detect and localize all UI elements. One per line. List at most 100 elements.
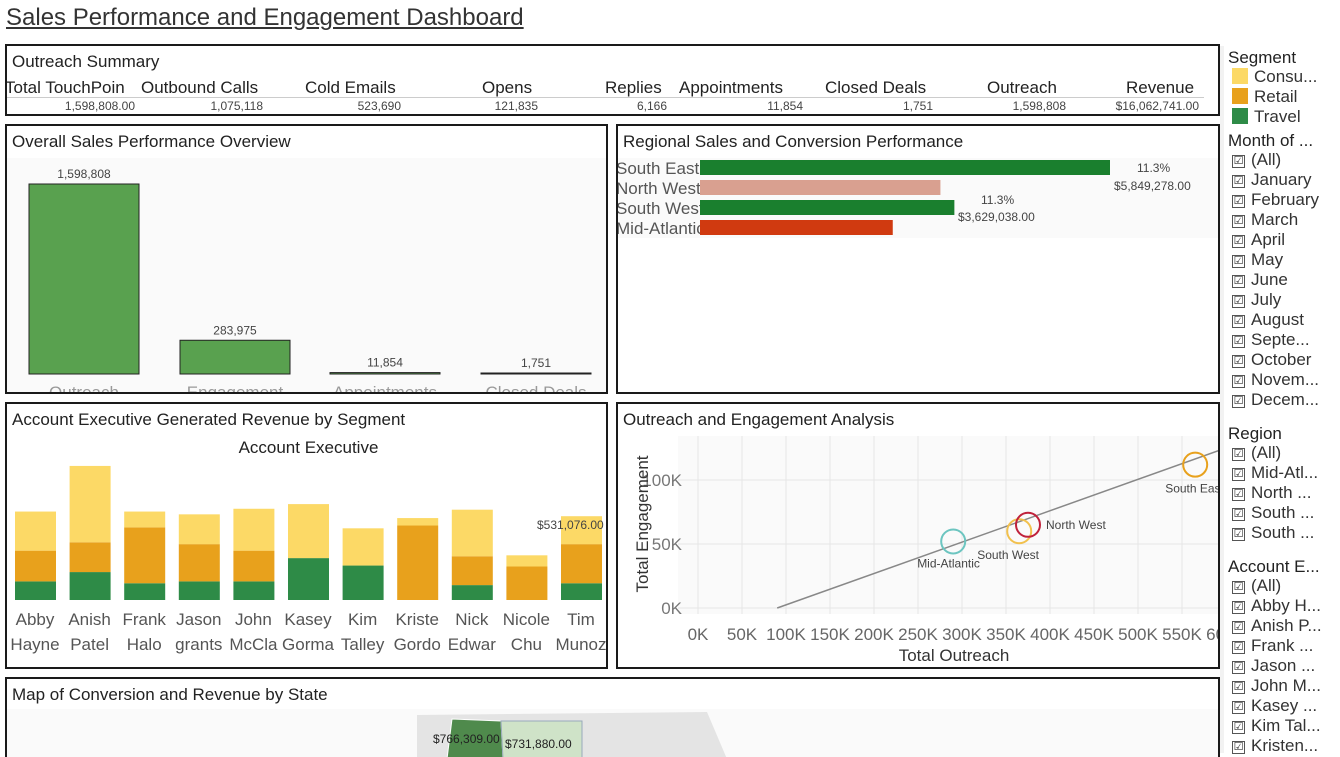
month-filter-option[interactable]: ☑ (All)	[1232, 150, 1281, 170]
segment-legend-item[interactable]: Consu...	[1232, 67, 1317, 87]
checkbox-checked-icon[interactable]: ☑	[1232, 488, 1245, 501]
region-bar[interactable]	[700, 200, 955, 215]
ae-bar-segment[interactable]	[15, 511, 56, 551]
segment-legend-item[interactable]: Retail	[1232, 87, 1297, 107]
region-point[interactable]	[940, 528, 967, 555]
month-filter-option[interactable]: ☑ April	[1232, 230, 1285, 250]
ae-bar-segment[interactable]	[451, 509, 493, 557]
ae-bar-segment[interactable]	[342, 565, 384, 600]
account-filter-option[interactable]: ☑ Jason ...	[1232, 656, 1315, 676]
checkbox-checked-icon[interactable]: ☑	[1232, 508, 1245, 521]
month-filter-option[interactable]: ☑ March	[1232, 210, 1298, 230]
ae-bar-segment[interactable]	[561, 583, 602, 600]
checkbox-checked-icon[interactable]: ☑	[1232, 295, 1245, 308]
ae-bar-segment[interactable]	[451, 585, 493, 600]
ae-bar-segment[interactable]	[124, 583, 166, 600]
ae-bar-segment[interactable]	[124, 511, 166, 528]
state-idaho[interactable]	[500, 720, 583, 757]
checkbox-checked-icon[interactable]: ☑	[1232, 215, 1245, 228]
ae-bar-segment[interactable]	[561, 544, 602, 584]
overview-bar[interactable]	[480, 372, 592, 375]
month-filter-option[interactable]: ☑ Septe...	[1232, 330, 1310, 350]
ae-bar-segment[interactable]	[288, 558, 329, 600]
ae-bar-segment[interactable]	[342, 528, 384, 566]
region-filter-option[interactable]: ☑ North ...	[1232, 483, 1311, 503]
ae-bar-segment[interactable]	[561, 516, 602, 545]
month-filter-option[interactable]: ☑ June	[1232, 270, 1288, 290]
checkbox-checked-icon[interactable]: ☑	[1232, 661, 1245, 674]
checkbox-checked-icon[interactable]: ☑	[1232, 395, 1245, 408]
state-map[interactable]: $766,309.00 $731,880.00	[7, 679, 1218, 757]
month-filter-option[interactable]: ☑ Novem...	[1232, 370, 1319, 390]
region-point[interactable]	[1182, 451, 1209, 478]
account-filter-option[interactable]: ☑ Anish P...	[1232, 616, 1322, 636]
ae-bar-segment[interactable]	[233, 550, 275, 582]
ae-bar-segment[interactable]	[124, 527, 166, 584]
ae-bar-segment[interactable]	[397, 525, 439, 600]
account-filter-option[interactable]: ☑ John M...	[1232, 676, 1321, 696]
month-filter-option[interactable]: ☑ Decem...	[1232, 390, 1319, 410]
region-bar[interactable]	[700, 220, 893, 235]
checkbox-checked-icon[interactable]: ☑	[1232, 355, 1245, 368]
checkbox-checked-icon[interactable]: ☑	[1232, 175, 1245, 188]
overview-bar[interactable]	[28, 183, 140, 375]
ae-bar-segment[interactable]	[451, 556, 493, 586]
region-filter-option[interactable]: ☑ South ...	[1232, 523, 1314, 543]
account-filter-option[interactable]: ☑ (All)	[1232, 576, 1281, 596]
checkbox-checked-icon[interactable]: ☑	[1232, 528, 1245, 541]
checkbox-checked-icon[interactable]: ☑	[1232, 315, 1245, 328]
region-point[interactable]	[1015, 511, 1041, 538]
ae-bar-segment[interactable]	[233, 581, 275, 600]
overview-bar[interactable]	[329, 372, 441, 375]
ae-bar-segment[interactable]	[506, 555, 548, 567]
region-filter-option[interactable]: ☑ South ...	[1232, 503, 1314, 523]
ae-bar-segment[interactable]	[178, 544, 220, 582]
checkbox-checked-icon[interactable]: ☑	[1232, 375, 1245, 388]
checkbox-checked-icon[interactable]: ☑	[1232, 601, 1245, 614]
month-filter-option[interactable]: ☑ August	[1232, 310, 1304, 330]
month-filter-option[interactable]: ☑ July	[1232, 290, 1281, 310]
checkbox-checked-icon[interactable]: ☑	[1232, 641, 1245, 654]
checkbox-checked-icon[interactable]: ☑	[1232, 701, 1245, 714]
ae-bar-segment[interactable]	[178, 514, 220, 545]
region-point[interactable]	[1006, 518, 1033, 545]
ae-bar-segment[interactable]	[15, 581, 56, 600]
checkbox-checked-icon[interactable]: ☑	[1232, 275, 1245, 288]
account-filter-option[interactable]: ☑ Frank ...	[1232, 636, 1313, 656]
account-filter-option[interactable]: ☑ Kristen...	[1232, 736, 1318, 756]
region-filter-option[interactable]: ☑ (All)	[1232, 443, 1281, 463]
region-bar[interactable]	[700, 180, 941, 195]
ae-bar-segment[interactable]	[15, 550, 56, 582]
ae-bar-segment[interactable]	[69, 572, 111, 600]
checkbox-checked-icon[interactable]: ☑	[1232, 155, 1245, 168]
segment-legend-item[interactable]: Travel	[1232, 107, 1301, 127]
checkbox-checked-icon[interactable]: ☑	[1232, 468, 1245, 481]
month-filter-option[interactable]: ☑ January	[1232, 170, 1311, 190]
account-filter-option[interactable]: ☑ Kim Tal...	[1232, 716, 1321, 736]
month-filter-option[interactable]: ☑ October	[1232, 350, 1311, 370]
checkbox-checked-icon[interactable]: ☑	[1232, 721, 1245, 734]
checkbox-checked-icon[interactable]: ☑	[1232, 235, 1245, 248]
overview-bar[interactable]	[179, 339, 291, 375]
dashboard-scrollbar[interactable]	[1220, 46, 1224, 753]
ae-bar-segment[interactable]	[233, 508, 275, 551]
account-filter-option[interactable]: ☑ Abby H...	[1232, 596, 1321, 616]
month-filter-option[interactable]: ☑ February	[1232, 190, 1319, 210]
ae-bar-segment[interactable]	[397, 518, 439, 526]
ae-bar-segment[interactable]	[288, 504, 329, 559]
region-filter-option[interactable]: ☑ Mid-Atl...	[1232, 463, 1318, 483]
checkbox-checked-icon[interactable]: ☑	[1232, 741, 1245, 754]
state-washington[interactable]	[446, 718, 504, 757]
ae-bar-segment[interactable]	[178, 581, 220, 600]
month-filter-option[interactable]: ☑ May	[1232, 250, 1283, 270]
ae-bar-segment[interactable]	[69, 542, 111, 573]
ae-bar-segment[interactable]	[506, 566, 548, 600]
region-bar[interactable]	[700, 160, 1110, 175]
checkbox-checked-icon[interactable]: ☑	[1232, 581, 1245, 594]
checkbox-checked-icon[interactable]: ☑	[1232, 255, 1245, 268]
checkbox-checked-icon[interactable]: ☑	[1232, 681, 1245, 694]
account-filter-option[interactable]: ☑ Kasey ...	[1232, 696, 1317, 716]
checkbox-checked-icon[interactable]: ☑	[1232, 195, 1245, 208]
checkbox-checked-icon[interactable]: ☑	[1232, 335, 1245, 348]
ae-bar-segment[interactable]	[69, 465, 111, 543]
